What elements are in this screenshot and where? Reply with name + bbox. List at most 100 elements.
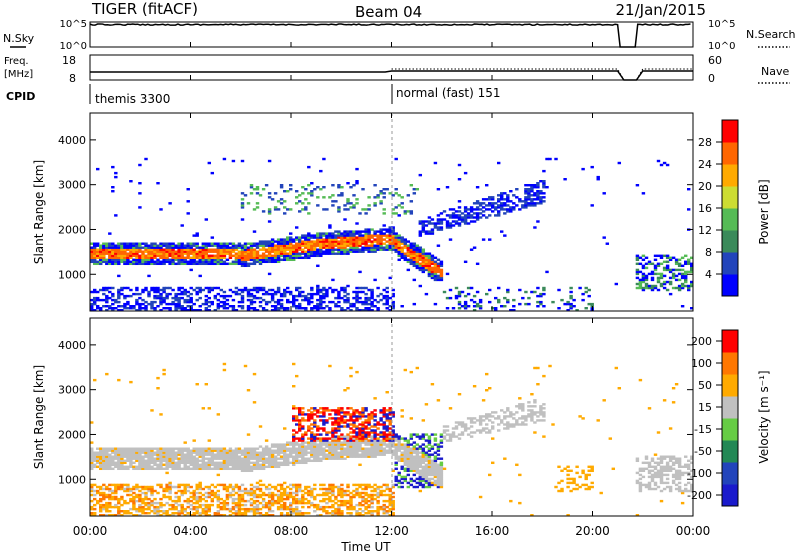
heatmap-cell	[304, 461, 308, 465]
heatmap-cell	[340, 244, 344, 247]
heatmap-cell	[222, 487, 227, 491]
heatmap-cell	[234, 256, 239, 260]
heatmap-cell	[114, 298, 118, 302]
heatmap-cell	[111, 260, 115, 264]
heatmap-cell	[358, 413, 362, 416]
heatmap-cell	[361, 495, 365, 499]
heatmap-cell	[117, 512, 121, 515]
heatmap-cell	[346, 244, 350, 247]
heatmap-cell	[108, 497, 112, 501]
heatmap-cell	[102, 447, 106, 450]
heatmap-cell	[252, 507, 257, 511]
heatmap-cell	[690, 264, 694, 268]
heatmap-cell	[388, 248, 392, 251]
heatmap-cell	[500, 198, 504, 201]
heatmap-cell	[659, 284, 664, 288]
heatmap-cell	[662, 260, 667, 264]
heatmap-cell	[255, 459, 260, 463]
heatmap-cell	[171, 503, 175, 507]
heatmap-cell	[270, 294, 275, 298]
heatmap-cell	[108, 467, 112, 471]
heatmap-cell	[183, 483, 187, 487]
heatmap-cell	[207, 309, 212, 312]
heatmap-cell	[310, 300, 314, 304]
heatmap-cell	[545, 186, 549, 189]
heatmap-cell	[93, 296, 97, 300]
heatmap-cell	[307, 409, 311, 412]
heatmap-cell	[352, 421, 356, 424]
heatmap-cell	[183, 441, 187, 444]
heatmap-cell	[304, 441, 308, 444]
heatmap-cell	[400, 445, 404, 448]
heatmap-cell	[355, 232, 359, 235]
heatmap-cell	[213, 461, 218, 465]
heatmap-cell	[316, 307, 320, 310]
heatmap-cell	[105, 501, 109, 505]
heatmap-cell	[231, 507, 236, 511]
heatmap-cell	[409, 469, 414, 473]
heatmap-cell	[656, 272, 661, 276]
heatmap-cell	[258, 305, 263, 308]
heatmap-cell	[343, 425, 347, 428]
heatmap-cell	[183, 465, 187, 469]
heatmap-cell	[198, 246, 202, 249]
heatmap-cell	[132, 487, 136, 491]
heatmap-cell	[397, 246, 401, 249]
heatmap-cell	[201, 487, 206, 491]
heatmap-cell	[201, 459, 206, 463]
heatmap-cell	[207, 305, 212, 308]
heatmap-cell	[334, 429, 338, 432]
heatmap-cell	[337, 429, 341, 432]
heatmap-cell	[246, 459, 251, 463]
heatmap-cell	[439, 218, 444, 221]
heatmap-cell	[328, 364, 332, 368]
heatmap-cell	[364, 419, 368, 422]
heatmap-cell	[322, 242, 326, 245]
heatmap-cell	[219, 447, 224, 450]
heatmap-cell	[156, 512, 160, 515]
heatmap-cell	[400, 246, 404, 249]
heatmap-cell	[298, 242, 302, 245]
heatmap-cell	[352, 236, 356, 239]
heatmap-cell	[93, 252, 97, 255]
heatmap-cell	[298, 411, 302, 414]
heatmap-cell	[343, 204, 347, 207]
heatmap-cell	[276, 252, 281, 255]
heatmap-cell	[132, 307, 136, 310]
heatmap-cell	[379, 449, 383, 452]
heatmap-cell	[180, 252, 184, 255]
heatmap-cell	[364, 240, 368, 243]
heatmap-cell	[93, 489, 97, 493]
heatmap-cell	[298, 487, 302, 491]
cpid-label: CPID	[6, 90, 35, 103]
heatmap-cell	[240, 483, 245, 487]
heatmap-cell	[198, 290, 202, 294]
heatmap-cell	[252, 372, 257, 376]
heatmap-cell	[533, 202, 537, 205]
heatmap-cell	[509, 206, 513, 209]
heatmap-cell	[261, 465, 266, 469]
heatmap-cell	[261, 254, 266, 258]
heatmap-cell	[156, 286, 160, 290]
heatmap-cell	[638, 280, 643, 284]
heatmap-cell	[270, 250, 275, 253]
heatmap-cell	[373, 441, 377, 444]
heatmap-cell	[189, 495, 193, 499]
heatmap-cell	[99, 514, 103, 517]
heatmap-cell	[388, 234, 392, 237]
heatmap-cell	[394, 443, 398, 446]
heatmap-cell	[147, 489, 151, 493]
heatmap-cell	[279, 298, 284, 302]
heatmap-cell	[129, 294, 133, 298]
heatmap-cell	[222, 254, 227, 258]
heatmap-cell	[123, 489, 127, 493]
heatmap-cell	[367, 307, 371, 310]
heatmap-cell	[276, 507, 281, 511]
heatmap-cell	[313, 423, 317, 426]
heatmap-cell	[497, 214, 501, 217]
heatmap-cell	[391, 305, 395, 308]
heatmap-cell	[295, 417, 299, 420]
heatmap-cell	[292, 362, 296, 366]
heatmap-cell	[264, 254, 269, 258]
